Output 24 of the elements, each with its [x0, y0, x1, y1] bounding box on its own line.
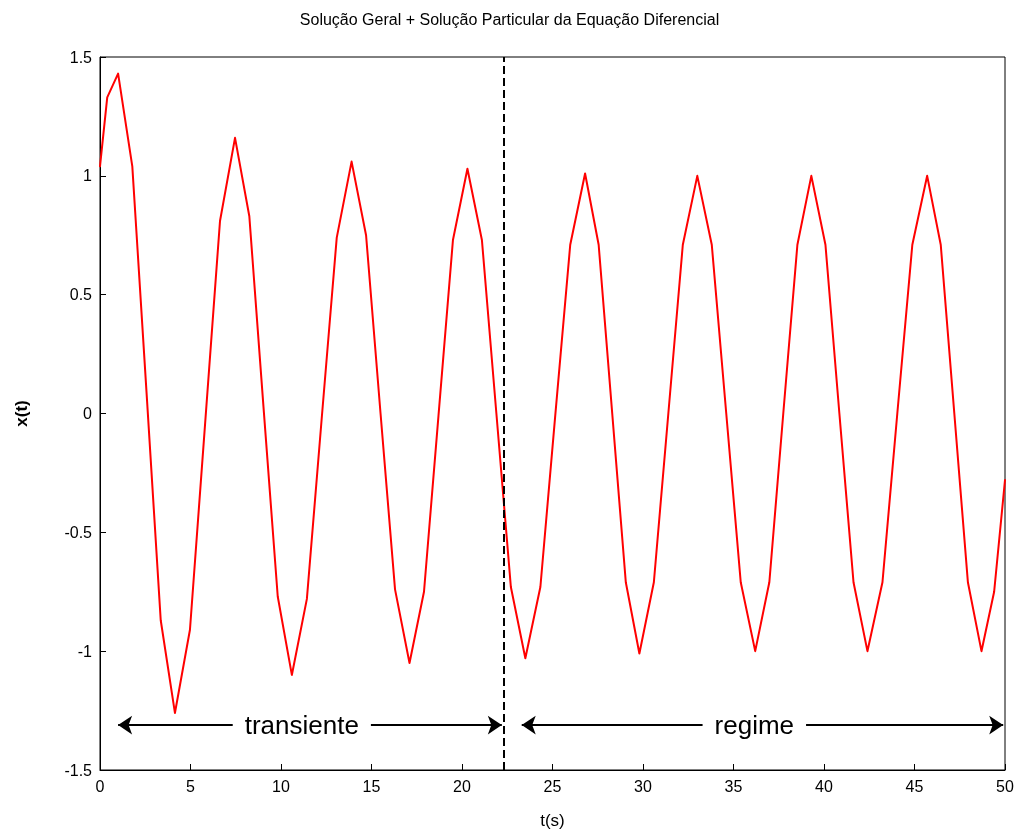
x-tick-label: 45	[905, 777, 924, 795]
annotation: transiente	[244, 710, 359, 741]
x-tick-label: 20	[453, 777, 471, 795]
x-tick-label: 25	[543, 777, 562, 795]
x-tick-label: 50	[996, 777, 1014, 795]
y-axis-title: x(t)	[12, 400, 31, 427]
x-tick-label: 40	[815, 777, 833, 795]
chart-title: Solução Geral + Solução Particular da Equação Diferencial	[299, 10, 720, 28]
x-tick-label: 15	[362, 777, 381, 795]
y-tick-label: -0.5	[64, 523, 93, 541]
x-tick-label: 30	[634, 777, 652, 795]
x-axis-title: t(s)	[540, 811, 565, 830]
x-tick-label: 35	[724, 777, 743, 795]
x-tick-label: 10	[272, 777, 290, 795]
y-tick-label: -1	[77, 642, 93, 660]
annotation: regime	[714, 710, 795, 741]
y-tick-label: 1.5	[69, 48, 93, 66]
y-tick-label: 1	[83, 167, 93, 185]
line-series	[99, 72, 1006, 714]
y-tick-label: 0.5	[69, 286, 93, 304]
x-tick-label: 0	[95, 777, 105, 795]
x-tick-label: 5	[186, 777, 196, 795]
y-tick-label: 0	[83, 405, 93, 422]
y-tick-label: -1.5	[64, 761, 93, 779]
